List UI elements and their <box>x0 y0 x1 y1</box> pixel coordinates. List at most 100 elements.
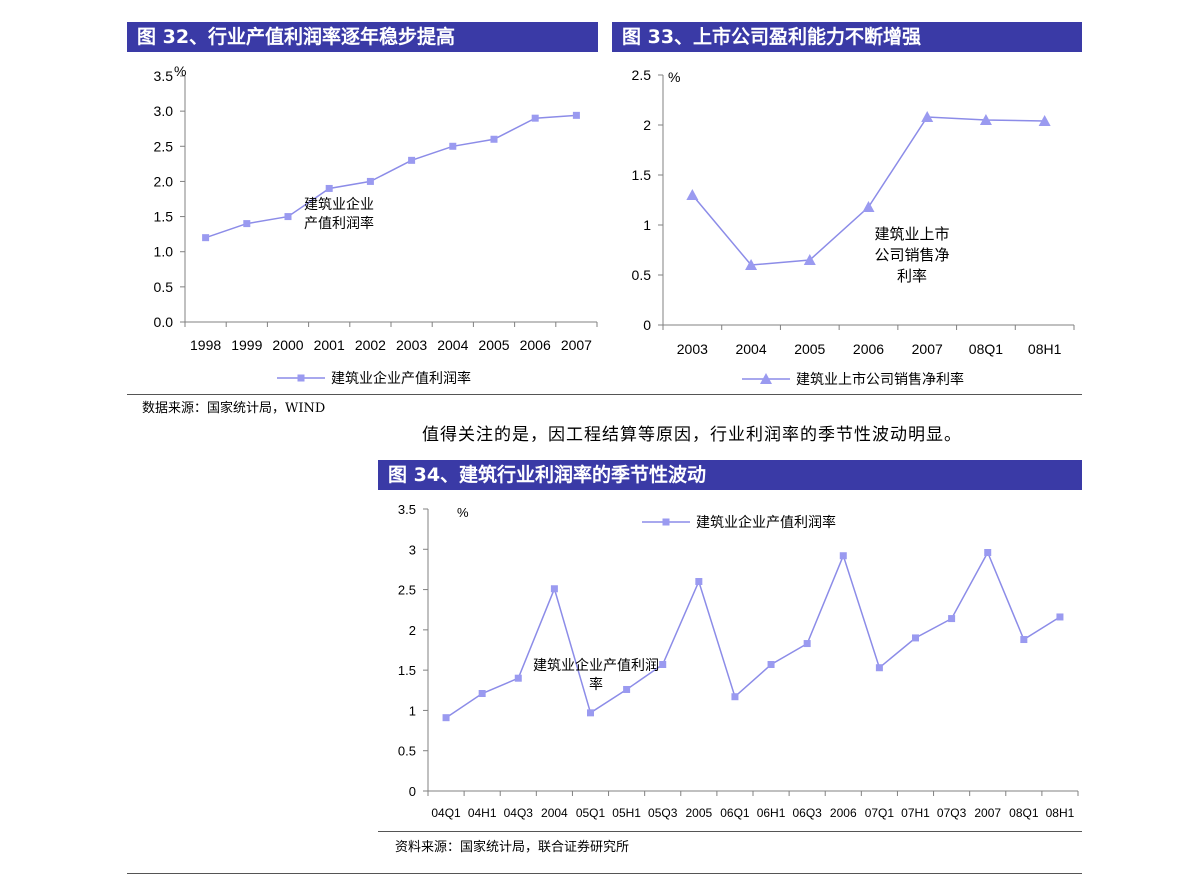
fig32-y-tick-label: 0.0 <box>154 314 174 330</box>
fig34-x-tick-label: 05Q3 <box>648 806 678 820</box>
fig33-y-unit: % <box>668 69 680 85</box>
fig34-divider <box>378 831 1082 832</box>
fig33-series-line <box>691 116 1045 266</box>
fig32-y-tick-label: 0.5 <box>154 279 174 295</box>
fig33-y-tick-label: 2 <box>643 117 651 133</box>
fig34-y-tick-label: 3.5 <box>398 502 416 517</box>
fig34-data-point <box>984 549 992 557</box>
fig32-x-tick-label: 2003 <box>396 337 427 353</box>
fig34-data-point <box>514 674 522 682</box>
fig33-annotation: 利率 <box>897 268 927 285</box>
fig32-y-unit: % <box>174 63 186 79</box>
fig34-y-tick-label: 2.5 <box>398 583 416 598</box>
fig32-data-point <box>284 213 292 221</box>
fig34-y-tick-label: 1.5 <box>398 663 416 678</box>
fig34-y-tick-label: 2 <box>409 623 416 638</box>
fig33-y-tick-label: 1.5 <box>632 167 652 183</box>
fig32-data-point <box>243 220 251 228</box>
fig34-series-line <box>445 550 1061 719</box>
fig33-data-point <box>862 201 875 212</box>
fig32-data-point <box>572 111 580 119</box>
fig34-data-point <box>875 664 883 672</box>
fig34-data-point <box>659 661 667 669</box>
fig33-x-tick-label: 08Q1 <box>969 341 1003 357</box>
fig34-data-point <box>767 661 775 669</box>
fig34-legend-marker <box>662 518 670 526</box>
fig34-x-tick-label: 2006 <box>830 806 857 820</box>
fig32-annotation: 产值利润率 <box>304 215 374 231</box>
fig33-data-point <box>686 189 699 200</box>
fig32-data-point <box>490 135 498 143</box>
fig34-x-tick-label: 04H1 <box>468 806 497 820</box>
fig34-y-tick-label: 1 <box>409 703 416 718</box>
fig34-annotation: 率 <box>589 676 603 692</box>
fig34-data-point <box>912 634 919 642</box>
fig34-x-tick-label: 06H1 <box>757 806 786 820</box>
fig32-data-point <box>366 177 374 185</box>
fig32-title-bar: 图 32、行业产值利润率逐年稳步提高 <box>127 22 598 52</box>
fig34-x-tick-label: 07Q3 <box>937 806 967 820</box>
fig33-y-tick-label: 0 <box>643 317 651 333</box>
fig34-title: 图 34、建筑行业利润率的季节性波动 <box>388 464 707 486</box>
fig34-title-bar: 图 34、建筑行业利润率的季节性波动 <box>378 460 1082 490</box>
fig32-x-tick-label: 2004 <box>437 337 468 353</box>
fig34-x-tick-label: 2004 <box>541 806 568 820</box>
fig32-y-tick-label: 2.0 <box>154 173 174 189</box>
fig32-series-line <box>205 114 577 239</box>
body-paragraph: 值得关注的是，因工程结算等原因，行业利润率的季节性波动明显。 <box>422 425 962 445</box>
fig33-legend-marker <box>760 373 772 384</box>
fig33-y-tick-label: 1 <box>643 217 651 233</box>
fig33-chart: 0 0.5 1 1.5 2 2.5 % 2003 2004 2005 2006 2007 08Q1 08H… <box>632 67 1075 387</box>
fig32-y-tick-label: 1.0 <box>154 244 174 260</box>
fig33-x-tick-label: 2005 <box>794 341 825 357</box>
fig34-x-tick-label: 07Q1 <box>865 806 895 820</box>
fig34-y-tick-label: 0 <box>409 784 416 799</box>
fig34-y-tick-label: 3 <box>409 542 416 557</box>
fig32-x-tick-label: 2006 <box>520 337 551 353</box>
fig32-x-tick-label: 2007 <box>561 337 592 353</box>
fig32-data-point <box>325 184 333 192</box>
fig34-data-point <box>587 709 594 717</box>
fig34-x-tick-label: 06Q3 <box>792 806 822 820</box>
fig32-y-tick-label: 1.5 <box>154 209 174 225</box>
fig33-x-tick-label: 2003 <box>677 341 708 357</box>
fig34-data-point <box>695 578 703 586</box>
fig33-x-tick-label: 2006 <box>853 341 884 357</box>
fig33-annotation: 建筑业上市 <box>874 226 949 243</box>
fig32-x-tick-label: 2002 <box>355 337 386 353</box>
fig32-annotation: 建筑业企业 <box>304 196 374 212</box>
fig33-x-tick-label: 2007 <box>912 341 943 357</box>
fig32-33-divider <box>127 394 1082 395</box>
fig33-annotation: 公司销售净 <box>874 247 949 264</box>
fig33-x-tick-label: 08H1 <box>1028 341 1062 357</box>
fig34-x-tick-label: 04Q3 <box>504 806 534 820</box>
fig32-data-point <box>202 234 210 242</box>
fig34-data-point <box>803 640 811 648</box>
fig32-source: 数据来源：国家统计局，WIND <box>142 401 326 416</box>
fig33-data-point <box>1038 115 1051 126</box>
fig34-x-tick-label: 04Q1 <box>431 806 461 820</box>
fig34-data-point <box>948 615 956 623</box>
fig33-x-tick-label: 2004 <box>735 341 766 357</box>
fig32-x-tick-label: 2000 <box>272 337 303 353</box>
fig34-data-point <box>442 714 450 722</box>
fig34-data-point <box>1056 613 1064 621</box>
fig32-legend-label: 建筑业企业产值利润率 <box>331 370 471 386</box>
fig34-data-point <box>839 552 847 560</box>
fig34-y-tick-label: 0.5 <box>398 744 416 759</box>
fig34-legend-label: 建筑业企业产值利润率 <box>696 514 836 530</box>
fig32-chart: 0.0 0.5 1.0 1.5 2.0 2.5 3.0 3.5 % 1998 1999 2000 200… <box>154 63 598 386</box>
fig33-data-point <box>745 259 758 270</box>
fig34-y-unit: % <box>457 505 469 520</box>
fig34-data-point <box>550 585 558 593</box>
fig34-x-tick-label: 2007 <box>974 806 1001 820</box>
fig32-x-tick-label: 1999 <box>231 337 262 353</box>
fig33-data-point <box>921 111 934 122</box>
fig34-data-point <box>731 693 739 701</box>
fig33-title: 图 33、上市公司盈利能力不断增强 <box>622 26 922 48</box>
fig33-legend-label: 建筑业上市公司销售净利率 <box>796 371 964 387</box>
fig34-x-tick-label: 08Q1 <box>1009 806 1039 820</box>
fig34-x-tick-label: 05Q1 <box>576 806 606 820</box>
fig32-x-tick-label: 2001 <box>314 337 345 353</box>
fig32-y-tick-label: 3.0 <box>154 103 174 119</box>
